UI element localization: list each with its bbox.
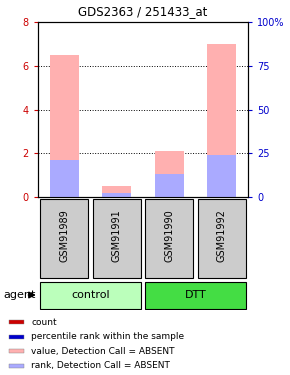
Text: value, Detection Call = ABSENT: value, Detection Call = ABSENT	[31, 347, 175, 356]
Text: GDS2363 / 251433_at: GDS2363 / 251433_at	[78, 5, 208, 18]
Bar	[9, 334, 24, 339]
Bar	[102, 193, 131, 197]
Bar	[50, 160, 79, 197]
Bar	[93, 199, 141, 278]
Bar	[9, 349, 24, 353]
Bar	[207, 156, 236, 197]
Text: DTT: DTT	[185, 290, 206, 300]
Bar	[155, 151, 184, 197]
Bar	[145, 282, 246, 309]
Text: agent: agent	[3, 290, 35, 300]
Bar	[102, 186, 131, 197]
Text: percentile rank within the sample: percentile rank within the sample	[31, 332, 184, 341]
Bar	[40, 282, 141, 309]
Text: GSM91990: GSM91990	[164, 210, 174, 262]
Text: GSM91992: GSM91992	[217, 210, 227, 262]
Bar	[50, 55, 79, 197]
Text: rank, Detection Call = ABSENT: rank, Detection Call = ABSENT	[31, 361, 170, 370]
Text: control: control	[71, 290, 110, 300]
Bar	[197, 199, 246, 278]
Bar	[9, 320, 24, 324]
Bar	[155, 174, 184, 197]
Bar	[9, 364, 24, 368]
Text: GSM91989: GSM91989	[59, 210, 69, 262]
Bar	[40, 199, 88, 278]
Text: GSM91991: GSM91991	[112, 210, 122, 262]
Bar	[145, 199, 193, 278]
Text: count: count	[31, 318, 57, 327]
Bar	[207, 44, 236, 197]
